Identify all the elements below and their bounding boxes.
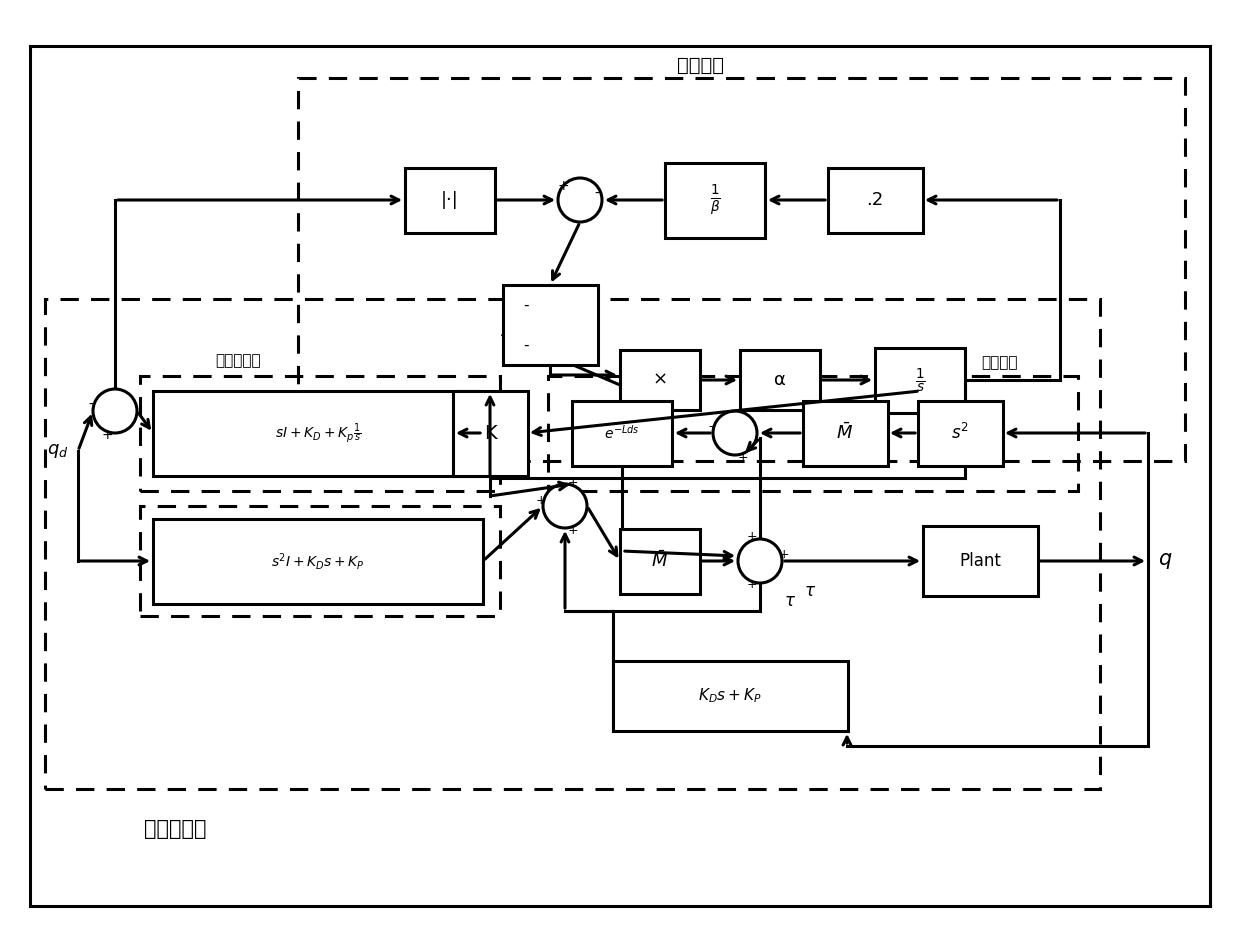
Text: +: +: [746, 531, 758, 544]
Text: -: -: [88, 398, 93, 412]
Text: $\frac{1}{s}$: $\frac{1}{s}$: [915, 366, 925, 394]
Text: +: +: [102, 428, 113, 442]
Bar: [548, 376, 1078, 491]
Text: Plant: Plant: [959, 552, 1001, 570]
Text: $e^{-Lds}$: $e^{-Lds}$: [604, 424, 640, 442]
Text: $s^2I + K_Ds + K_P$: $s^2I + K_Ds + K_P$: [272, 550, 365, 571]
Bar: [613, 661, 847, 731]
Text: $\tau$: $\tau$: [784, 592, 796, 610]
Text: -: -: [594, 187, 599, 201]
Bar: [140, 506, 500, 616]
Bar: [918, 401, 1002, 466]
Text: +: +: [779, 549, 790, 562]
Text: $K_Ds + K_P$: $K_Ds + K_P$: [698, 687, 761, 706]
Text: +: +: [746, 579, 758, 592]
Text: $q$: $q$: [1158, 551, 1172, 571]
Bar: [665, 163, 765, 237]
Bar: [802, 401, 888, 466]
Text: $\tau$: $\tau$: [804, 582, 816, 600]
Text: 积分滑模面: 积分滑模面: [216, 354, 260, 369]
Text: +: +: [568, 523, 578, 536]
Text: $\bar{M}$: $\bar{M}$: [837, 423, 853, 443]
Text: -: -: [523, 297, 528, 312]
Text: $\bar{M}$: $\bar{M}$: [651, 550, 668, 571]
Circle shape: [738, 539, 782, 583]
Text: 期望动力学: 期望动力学: [144, 819, 206, 839]
Bar: [153, 391, 484, 475]
Bar: [572, 401, 672, 466]
Text: K: K: [484, 423, 496, 442]
Text: +: +: [557, 179, 569, 193]
Bar: [740, 350, 820, 410]
Text: $sI + K_D + K_p\frac{1}{s}$: $sI + K_D + K_p\frac{1}{s}$: [275, 421, 361, 445]
Text: α: α: [774, 371, 786, 389]
Circle shape: [713, 411, 756, 455]
Text: |·|: |·|: [441, 191, 459, 209]
Text: +: +: [536, 493, 547, 506]
Bar: [153, 518, 484, 603]
Bar: [140, 376, 500, 491]
Bar: [45, 299, 1100, 789]
Bar: [620, 350, 701, 410]
Bar: [827, 167, 923, 232]
Text: $\frac{1}{\beta}$: $\frac{1}{\beta}$: [709, 183, 720, 217]
Bar: [405, 167, 495, 232]
Bar: [875, 347, 965, 412]
Circle shape: [93, 389, 136, 433]
Text: 动态增益: 动态增益: [677, 56, 723, 74]
Bar: [298, 78, 1185, 461]
Text: +: +: [738, 451, 748, 464]
Text: -: -: [523, 338, 528, 353]
Bar: [502, 285, 598, 365]
Text: -: -: [709, 421, 713, 434]
Text: 时延估计: 时延估计: [982, 356, 1018, 371]
Text: $s^2$: $s^2$: [951, 423, 968, 443]
Text: +: +: [568, 475, 578, 488]
Bar: [453, 391, 527, 475]
Text: .2: .2: [867, 191, 884, 209]
Text: $q_d$: $q_d$: [47, 442, 68, 460]
Circle shape: [558, 178, 601, 222]
Bar: [923, 526, 1038, 596]
Bar: [620, 529, 701, 594]
Text: ×: ×: [652, 371, 667, 389]
Circle shape: [543, 484, 587, 528]
